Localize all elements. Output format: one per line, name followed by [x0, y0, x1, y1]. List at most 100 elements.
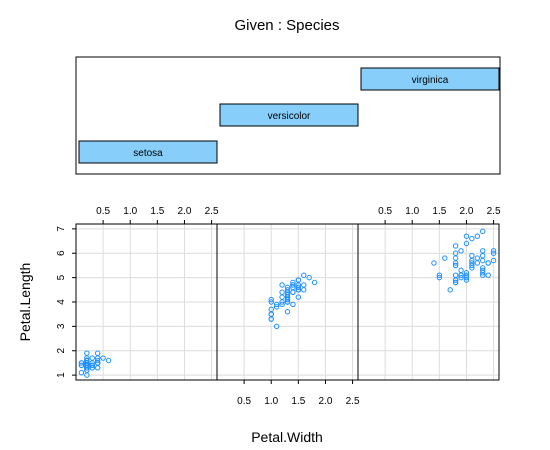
data-point: [279, 282, 285, 288]
x-tick-label: 0.5: [96, 206, 110, 217]
y-tick-label: 4: [56, 299, 67, 305]
data-point: [474, 255, 481, 261]
data-point: [452, 255, 459, 261]
data-point: [480, 265, 486, 271]
x-tick-label: 2.0: [178, 206, 192, 217]
data-point: [463, 240, 470, 247]
data-point: [452, 272, 459, 278]
data-point: [268, 299, 274, 305]
data-point: [431, 260, 437, 266]
data-point: [295, 294, 302, 300]
data-point: [447, 287, 453, 293]
x-tick-label: 2.5: [205, 206, 219, 217]
x-tick-label: 1.0: [123, 206, 137, 217]
y-tick-label: 5: [56, 274, 67, 280]
data-point: [463, 270, 470, 276]
data-point: [301, 282, 307, 288]
data-point: [301, 272, 307, 278]
data-point: [436, 274, 443, 281]
data-point: [268, 306, 274, 313]
data-point: [273, 323, 280, 330]
chart-title: Given : Species: [234, 17, 339, 34]
data-point: [94, 360, 101, 366]
data-point: [463, 277, 470, 283]
given-bar-label-virginica: virginica: [412, 75, 449, 86]
data-point: [295, 282, 302, 288]
data-point: [474, 233, 481, 239]
data-point: [279, 294, 285, 300]
x-axis-title: Petal.Width: [251, 429, 323, 445]
panel-virginica: 0.5 1.0 1.5 2.0 2.5: [357, 206, 501, 381]
data-point: [78, 369, 85, 376]
data-point: [279, 301, 285, 308]
data-point: [469, 252, 475, 259]
data-point: [290, 301, 296, 308]
data-point: [480, 272, 486, 278]
given-bar-label-setosa: setosa: [133, 148, 163, 159]
data-point: [474, 260, 481, 266]
data-point: [105, 357, 112, 364]
data-point: [480, 257, 486, 264]
data-point: [469, 235, 475, 242]
data-point: [490, 250, 497, 256]
data-point: [436, 272, 443, 278]
data-point: [290, 282, 296, 288]
data-point: [480, 228, 486, 235]
y-tick-label: 2: [56, 348, 67, 354]
given-bar-label-versicolor: versicolor: [268, 111, 311, 122]
data-point: [458, 274, 464, 281]
given-panel-frame: [75, 56, 501, 175]
data-point: [295, 284, 302, 291]
data-point: [78, 362, 85, 369]
data-point: [452, 243, 459, 249]
x-tick-label: 1.0: [405, 206, 419, 217]
data-point: [78, 360, 85, 366]
data-point: [284, 294, 291, 300]
x-tick-label: 2.0: [460, 206, 474, 217]
panel-setosa: 0.5 1.0 1.5 2.0 2.5: [75, 206, 219, 381]
data-point: [485, 260, 491, 266]
given-bar-virginica: [360, 67, 500, 91]
data-point: [469, 257, 475, 264]
data-point: [452, 279, 459, 286]
data-point: [89, 355, 95, 361]
data-point: [89, 362, 95, 369]
data-point: [268, 296, 274, 303]
given-panel: setosa versicolor virginica: [75, 56, 501, 175]
data-point: [84, 362, 90, 369]
data-point: [94, 365, 101, 371]
data-point: [490, 248, 497, 254]
data-point: [306, 274, 312, 281]
data-point: [452, 250, 459, 256]
data-point: [84, 360, 90, 366]
x-tick-label: 2.5: [487, 206, 501, 217]
data-point: [284, 296, 291, 303]
panel-frame: [357, 223, 500, 381]
data-point: [458, 272, 464, 278]
given-bar-setosa: [78, 140, 218, 164]
y-tick-label: 7: [56, 226, 67, 232]
data-point: [485, 272, 491, 278]
data-point: [469, 265, 475, 271]
data-point: [452, 262, 459, 269]
y-tick-label: 6: [56, 250, 67, 256]
data-point: [490, 257, 497, 264]
data-point: [284, 309, 291, 315]
data-point: [290, 289, 296, 295]
y-axis-title: Petal.Length: [17, 263, 33, 342]
x-tick-label: 1.5: [432, 206, 446, 217]
data-point: [311, 279, 318, 286]
x-tick-label: 0.5: [237, 396, 251, 407]
data-point: [301, 287, 307, 293]
scatter-panels: 0.5 1.0 1.5 2.0 2.5 0.5 1.0 1.5 2.0 2.5 0.5 1.0 1.5 2…: [56, 206, 501, 407]
y-tick-label: 3: [56, 323, 67, 329]
data-point: [463, 233, 470, 239]
data-point: [94, 350, 101, 356]
data-point: [100, 355, 106, 361]
panel-versicolor: 0.5 1.0 1.5 2.0 2.5: [216, 223, 360, 407]
data-point: [480, 252, 486, 259]
x-tick-label: 1.5: [291, 396, 305, 407]
x-tick-label: 2.0: [319, 396, 333, 407]
x-tick-label: 1.5: [150, 206, 164, 217]
data-point: [442, 255, 448, 261]
